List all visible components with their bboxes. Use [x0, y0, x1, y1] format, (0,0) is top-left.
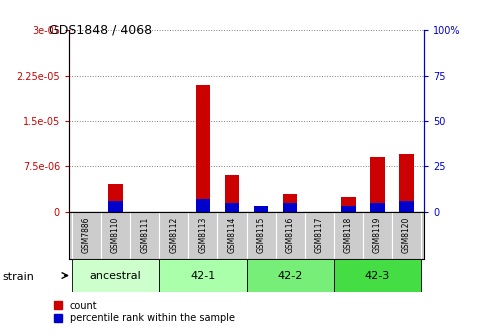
Bar [254, 207, 268, 212]
Bar [108, 184, 123, 212]
Bar [196, 85, 210, 212]
Bar [196, 199, 210, 212]
Text: GSM8113: GSM8113 [198, 217, 208, 253]
Bar [392, 212, 421, 259]
Bar [254, 206, 268, 212]
Bar [334, 212, 363, 259]
Bar [399, 201, 414, 212]
Text: GSM8117: GSM8117 [315, 217, 324, 253]
Bar [370, 203, 385, 212]
Bar [283, 203, 297, 212]
Bar [72, 259, 159, 292]
Text: GSM8116: GSM8116 [285, 217, 295, 253]
Text: GSM8120: GSM8120 [402, 217, 411, 253]
Bar [72, 212, 101, 259]
Text: GSM8110: GSM8110 [111, 217, 120, 253]
Bar [334, 259, 421, 292]
Bar [159, 212, 188, 259]
Bar [283, 194, 297, 212]
Bar [130, 212, 159, 259]
Bar [225, 175, 239, 212]
Bar [225, 203, 239, 212]
Bar [159, 259, 246, 292]
Text: ancestral: ancestral [90, 270, 141, 281]
Bar [246, 259, 334, 292]
Bar [341, 197, 355, 212]
Text: 42-2: 42-2 [278, 270, 303, 281]
Text: GSM8119: GSM8119 [373, 217, 382, 253]
Bar [341, 206, 355, 212]
Bar [370, 157, 385, 212]
Text: GDS1848 / 4068: GDS1848 / 4068 [49, 24, 152, 37]
Bar [188, 212, 217, 259]
Bar [305, 212, 334, 259]
Text: GSM8118: GSM8118 [344, 217, 353, 253]
Text: GSM8112: GSM8112 [169, 217, 178, 253]
Text: 42-3: 42-3 [365, 270, 390, 281]
Legend: count, percentile rank within the sample: count, percentile rank within the sample [54, 300, 235, 324]
Bar [363, 212, 392, 259]
Bar [101, 212, 130, 259]
Text: GSM8115: GSM8115 [256, 217, 266, 253]
Bar [108, 201, 123, 212]
Bar [276, 212, 305, 259]
Text: GSM7886: GSM7886 [82, 217, 91, 253]
Text: GSM8114: GSM8114 [227, 217, 237, 253]
Bar [217, 212, 246, 259]
Text: GSM8111: GSM8111 [140, 217, 149, 253]
Text: strain: strain [2, 272, 35, 282]
Bar [399, 154, 414, 212]
Text: 42-1: 42-1 [190, 270, 215, 281]
Bar [246, 212, 276, 259]
